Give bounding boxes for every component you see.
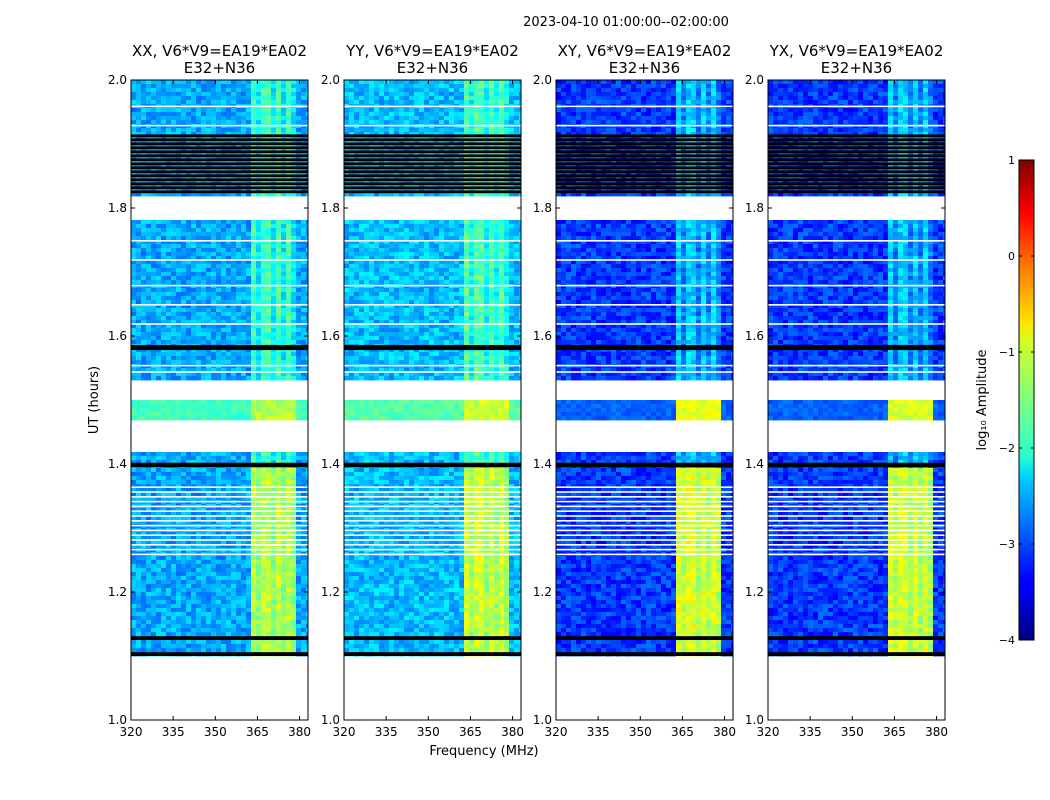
y-tick-label: 1.6	[745, 329, 764, 343]
x-tick-label: 380	[925, 725, 948, 739]
x-tick-label: 380	[501, 725, 524, 739]
x-tick-label: 335	[375, 725, 398, 739]
y-tick-label: 1.6	[533, 329, 552, 343]
figure-suptitle: 2023-04-10 01:00:00--02:00:00	[523, 15, 729, 30]
panel-4: 320 335 350 365 380 1.0 1.2 1.4 1.6 1.8 2.0 YX, V6*…	[745, 42, 948, 739]
x-tick-label: 335	[162, 725, 185, 739]
colorbar-gradient	[1018, 159, 1035, 641]
y-tick-label: 1.8	[108, 201, 127, 215]
panel-frame	[555, 79, 734, 721]
y-tick-label: 1.2	[108, 585, 127, 599]
colorbar-tick-label: −4	[999, 634, 1015, 647]
y-tick-label: 1.4	[745, 457, 764, 471]
y-tick-label: 1.2	[321, 585, 340, 599]
panel-title: XX, V6*V9=EA19*EA02	[132, 42, 307, 60]
y-tick-label: 2.0	[108, 73, 127, 87]
y-tick-label: 2.0	[745, 73, 764, 87]
colorbar-tick-label: 0	[1008, 250, 1015, 263]
heatmap-4	[768, 80, 945, 720]
y-tick-label: 1.6	[108, 329, 127, 343]
panel-title: YY, V6*V9=EA19*EA02	[345, 42, 519, 60]
colorbar-ticks: 1 0 −1 −2 −3 −4	[999, 154, 1034, 647]
y-tick-label: 2.0	[321, 73, 340, 87]
y-tick-label: 1.2	[533, 585, 552, 599]
panel-title: YX, V6*V9=EA19*EA02	[769, 42, 944, 60]
panel-frame	[767, 79, 946, 721]
y-tick-label: 1.4	[533, 457, 552, 471]
x-tick-label: 320	[333, 725, 356, 739]
x-tick-label: 350	[417, 725, 440, 739]
x-tick-label: 365	[671, 725, 694, 739]
x-tick-label: 350	[841, 725, 864, 739]
y-tick-label: 1.0	[108, 713, 127, 727]
panel-subtitle: E32+N36	[184, 59, 255, 77]
x-tick-label: 350	[629, 725, 652, 739]
y-tick-label: 1.4	[321, 457, 340, 471]
colorbar-tick-label: −1	[999, 346, 1015, 359]
y-tick-label: 1.2	[745, 585, 764, 599]
colorbar-tick-label: −2	[999, 442, 1015, 455]
x-tick-label: 320	[757, 725, 780, 739]
panel-subtitle: E32+N36	[397, 59, 468, 77]
x-axis-label: Frequency (MHz)	[429, 744, 538, 759]
y-tick-label: 2.0	[533, 73, 552, 87]
y-axis-label: UT (hours)	[87, 366, 102, 434]
x-tick-label: 365	[459, 725, 482, 739]
heatmap-1	[131, 80, 308, 720]
x-tick-label: 365	[246, 725, 269, 739]
x-tick-label: 335	[799, 725, 822, 739]
y-tick-label: 1.8	[533, 201, 552, 215]
x-tick-label: 350	[204, 725, 227, 739]
panel-frame	[343, 79, 522, 721]
panel-2: 320 335 350 365 380 1.0 1.2 1.4 1.6 1.8 2.0 YY, V6*…	[321, 42, 524, 739]
colorbar-label: log₁₀ Amplitude	[975, 350, 990, 451]
panels: 320 335 350 365 380 1.0 1.2 1.4 1.6 1.8 2.0 XX, V6*…	[108, 42, 948, 739]
x-tick-label: 365	[883, 725, 906, 739]
y-tick-label: 1.6	[321, 329, 340, 343]
x-tick-label: 320	[545, 725, 568, 739]
colorbar: 1 0 −1 −2 −3 −4 log₁₀ Amplitude	[975, 154, 1035, 647]
panel-3: 320 335 350 365 380 1.0 1.2 1.4 1.6 1.8 2.0 XY, V6*…	[533, 42, 736, 739]
y-tick-label: 1.8	[321, 201, 340, 215]
x-tick-label: 380	[713, 725, 736, 739]
x-tick-label: 380	[288, 725, 311, 739]
colorbar-tick-label: 1	[1008, 154, 1015, 167]
panel-subtitle: E32+N36	[821, 59, 892, 77]
y-tick-label: 1.0	[745, 713, 764, 727]
panel-subtitle: E32+N36	[609, 59, 680, 77]
colorbar-tick-label: −3	[999, 538, 1015, 551]
panel-title: XY, V6*V9=EA19*EA02	[558, 42, 732, 60]
x-tick-label: 335	[587, 725, 610, 739]
x-tick-label: 320	[120, 725, 143, 739]
panel-frame	[130, 79, 309, 721]
y-tick-label: 1.0	[533, 713, 552, 727]
heatmap-3	[556, 80, 733, 720]
y-tick-label: 1.4	[108, 457, 127, 471]
panel-1: 320 335 350 365 380 1.0 1.2 1.4 1.6 1.8 2.0 XX, V6*…	[108, 42, 311, 739]
y-tick-label: 1.0	[321, 713, 340, 727]
y-tick-label: 1.8	[745, 201, 764, 215]
heatmap-2	[344, 80, 521, 720]
